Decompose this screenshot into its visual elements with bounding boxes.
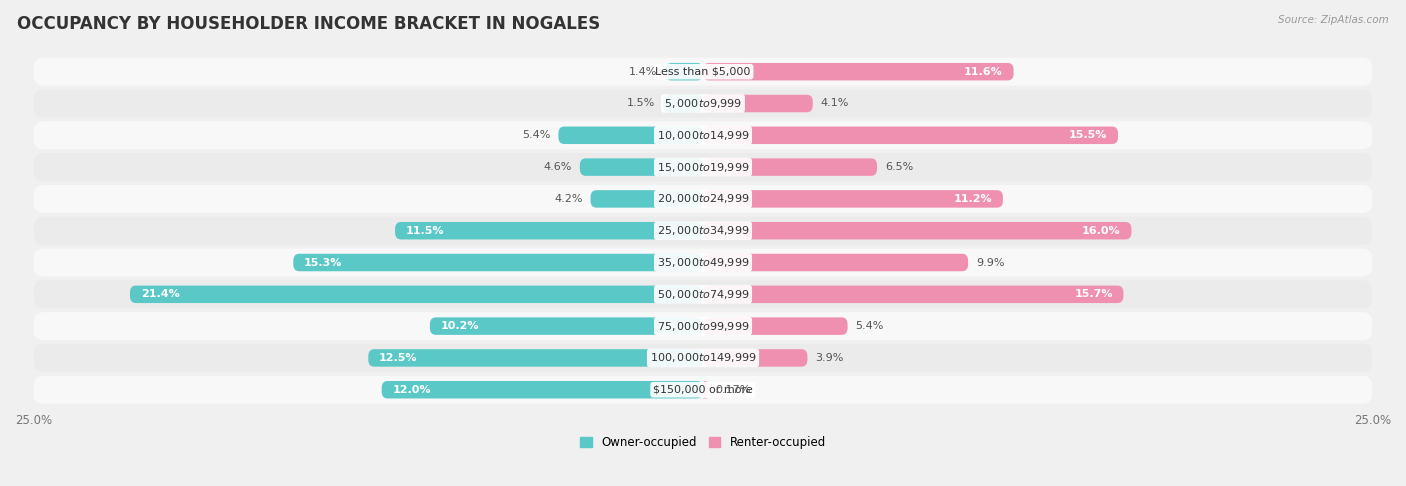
FancyBboxPatch shape (34, 376, 1372, 404)
FancyBboxPatch shape (703, 158, 877, 176)
Text: OCCUPANCY BY HOUSEHOLDER INCOME BRACKET IN NOGALES: OCCUPANCY BY HOUSEHOLDER INCOME BRACKET … (17, 15, 600, 33)
FancyBboxPatch shape (591, 190, 703, 208)
Text: $100,000 to $149,999: $100,000 to $149,999 (650, 351, 756, 364)
FancyBboxPatch shape (34, 344, 1372, 372)
Text: 1.5%: 1.5% (627, 99, 655, 108)
FancyBboxPatch shape (34, 248, 1372, 277)
FancyBboxPatch shape (662, 95, 703, 112)
Text: 9.9%: 9.9% (976, 258, 1005, 267)
FancyBboxPatch shape (665, 63, 703, 81)
Text: Less than $5,000: Less than $5,000 (655, 67, 751, 77)
Text: 4.6%: 4.6% (543, 162, 572, 172)
Text: 3.9%: 3.9% (815, 353, 844, 363)
Text: 5.4%: 5.4% (522, 130, 550, 140)
FancyBboxPatch shape (703, 95, 813, 112)
Text: 12.5%: 12.5% (380, 353, 418, 363)
FancyBboxPatch shape (34, 280, 1372, 308)
FancyBboxPatch shape (703, 286, 1123, 303)
FancyBboxPatch shape (558, 126, 703, 144)
Text: $50,000 to $74,999: $50,000 to $74,999 (657, 288, 749, 301)
Text: 11.5%: 11.5% (406, 226, 444, 236)
Text: $15,000 to $19,999: $15,000 to $19,999 (657, 160, 749, 174)
FancyBboxPatch shape (34, 89, 1372, 118)
Text: 21.4%: 21.4% (141, 289, 180, 299)
Text: 15.5%: 15.5% (1069, 130, 1108, 140)
Text: 4.1%: 4.1% (821, 99, 849, 108)
Text: 11.2%: 11.2% (953, 194, 993, 204)
Text: 4.2%: 4.2% (554, 194, 582, 204)
FancyBboxPatch shape (34, 58, 1372, 86)
FancyBboxPatch shape (129, 286, 703, 303)
FancyBboxPatch shape (703, 349, 807, 366)
FancyBboxPatch shape (34, 312, 1372, 340)
Text: $150,000 or more: $150,000 or more (654, 385, 752, 395)
Text: $35,000 to $49,999: $35,000 to $49,999 (657, 256, 749, 269)
Text: Source: ZipAtlas.com: Source: ZipAtlas.com (1278, 15, 1389, 25)
FancyBboxPatch shape (34, 153, 1372, 181)
Text: 0.17%: 0.17% (716, 385, 751, 395)
FancyBboxPatch shape (579, 158, 703, 176)
Text: 11.6%: 11.6% (965, 67, 1002, 77)
Text: 10.2%: 10.2% (440, 321, 479, 331)
Text: 5.4%: 5.4% (856, 321, 884, 331)
FancyBboxPatch shape (703, 317, 848, 335)
FancyBboxPatch shape (368, 349, 703, 366)
Legend: Owner-occupied, Renter-occupied: Owner-occupied, Renter-occupied (579, 436, 827, 449)
FancyBboxPatch shape (294, 254, 703, 271)
Text: 1.4%: 1.4% (628, 67, 658, 77)
FancyBboxPatch shape (703, 190, 1002, 208)
Text: 12.0%: 12.0% (392, 385, 430, 395)
Text: $20,000 to $24,999: $20,000 to $24,999 (657, 192, 749, 206)
Text: $10,000 to $14,999: $10,000 to $14,999 (657, 129, 749, 142)
FancyBboxPatch shape (34, 122, 1372, 149)
FancyBboxPatch shape (703, 126, 1118, 144)
FancyBboxPatch shape (703, 63, 1014, 81)
Text: 16.0%: 16.0% (1083, 226, 1121, 236)
FancyBboxPatch shape (703, 222, 1132, 240)
FancyBboxPatch shape (395, 222, 703, 240)
Text: 6.5%: 6.5% (886, 162, 914, 172)
FancyBboxPatch shape (702, 381, 709, 399)
Text: 15.7%: 15.7% (1074, 289, 1112, 299)
Text: $75,000 to $99,999: $75,000 to $99,999 (657, 320, 749, 332)
FancyBboxPatch shape (430, 317, 703, 335)
FancyBboxPatch shape (703, 254, 969, 271)
FancyBboxPatch shape (34, 217, 1372, 245)
Text: $5,000 to $9,999: $5,000 to $9,999 (664, 97, 742, 110)
Text: $25,000 to $34,999: $25,000 to $34,999 (657, 224, 749, 237)
Text: 15.3%: 15.3% (304, 258, 343, 267)
FancyBboxPatch shape (381, 381, 703, 399)
FancyBboxPatch shape (34, 185, 1372, 213)
